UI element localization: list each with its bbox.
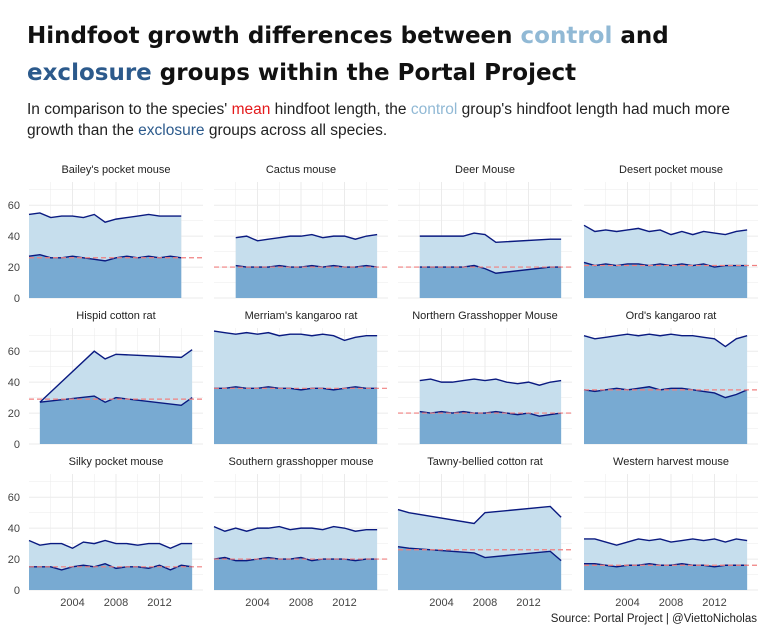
exclosure-area [419,411,562,444]
y-tick-label: 20 [8,554,20,566]
subtitle-mean: mean [231,101,271,118]
y-tick-label: 60 [8,492,20,504]
facet-panel: Merriam's kangaroo rat [213,310,388,445]
control-line [419,232,562,244]
x-tick-label: 2008 [104,597,128,609]
facet-title: Ord's kangaroo rat [626,310,717,322]
facet-panel: Ord's kangaroo rat [583,310,758,445]
facet-title: Tawny-bellied cotton rat [427,456,543,468]
y-tick-label: 40 [8,231,20,243]
facet-title: Deer Mouse [455,164,515,176]
y-tick-label: 20 [8,408,20,420]
x-tick-label: 2004 [615,597,639,609]
subtitle-part2: hindfoot length, the [270,101,411,118]
facet-panel: Cactus mouse [214,164,388,299]
facet-title: Northern Grasshopper Mouse [412,310,558,322]
facet-panel: Silky pocket mouse 0 20 40 60 2004 2008 2012 [8,456,203,609]
exclosure-area [29,563,193,590]
exclosure-line [397,545,562,562]
exclosure-line [583,386,748,399]
exclosure-area [419,265,562,298]
exclosure-area [29,254,182,298]
facet-panel: Bailey's pocket mouse 0 20 40 60 [8,164,203,305]
exclosure-area [214,386,378,444]
exclosure-area [398,546,562,590]
control-line [39,349,193,403]
exclosure-line [419,410,562,417]
facet-panel: Desert pocket mouse [583,164,758,299]
title-part2: and [612,23,669,49]
exclosure-area [39,396,193,444]
x-tick-label: 2012 [147,597,171,609]
subtitle-part3: group's hindfoot length had much more gr… [27,101,731,139]
subtitle-part1: In comparison to the species' [27,101,232,118]
source-caption: Source: Portal Project | @ViettoNicholas [550,613,757,625]
exclosure-area [584,386,748,444]
y-tick-label: 60 [8,200,20,212]
y-tick-label: 0 [14,439,20,451]
exclosure-line [213,556,378,562]
x-tick-label: 2012 [702,597,726,609]
control-line [28,539,193,550]
x-tick-label: 2012 [332,597,356,609]
subtitle-part4: groups across all species. [204,122,388,139]
y-tick-label: 0 [14,293,20,305]
title-part3: groups within the Portal Project [151,60,577,86]
title-exclosure: exclosure [27,60,152,86]
control-line [419,378,562,386]
exclosure-area [584,262,748,298]
facet-panel: Western harvest mouse 2004 2008 2012 [584,456,758,609]
facet-title: Bailey's pocket mouse [61,164,170,176]
facet-panel: Tawny-bellied cotton rat 2004 2008 2012 [397,456,572,609]
title-control: control [520,23,613,49]
facet-panel: Hispid cotton rat 0 20 40 60 [8,310,203,451]
x-tick-label: 2004 [429,597,453,609]
y-tick-label: 0 [14,585,20,597]
facet-panel: Deer Mouse [398,164,572,299]
exclosure-area [214,557,378,590]
facet-title: Merriam's kangaroo rat [245,310,358,322]
facet-title: Desert pocket mouse [619,164,723,176]
control-line [397,505,562,525]
facet-title: Cactus mouse [266,164,336,176]
control-line [213,525,378,532]
y-tick-label: 40 [8,523,20,535]
control-line [213,330,378,342]
x-tick-label: 2008 [473,597,497,609]
y-tick-label: 20 [8,262,20,274]
x-tick-label: 2008 [659,597,683,609]
x-tick-label: 2012 [516,597,540,609]
exclosure-line [29,562,193,571]
facet-panel: Northern Grasshopper Mouse [398,310,572,445]
facet-panel: Southern grasshopper mouse 2004 2008 2012 [213,456,388,609]
chart-title: Hindfoot growth differences between cont… [27,18,762,92]
y-tick-label: 60 [8,346,20,358]
control-line [235,233,378,242]
subtitle-exclosure: exclosure [138,122,205,139]
control-line [583,224,748,236]
facet-title: Silky pocket mouse [69,456,164,468]
exclosure-line [39,395,193,407]
chart-subtitle: In comparison to the species' mean hindf… [27,99,767,141]
facet-title: Southern grasshopper mouse [229,456,374,468]
exclosure-line [583,261,748,268]
facet-title: Western harvest mouse [613,456,729,468]
x-tick-label: 2004 [60,597,84,609]
exclosure-line [214,386,378,391]
subtitle-control: control [410,101,458,118]
y-tick-label: 40 [8,377,20,389]
exclosure-area [584,563,748,590]
facet-title: Hispid cotton rat [76,310,155,322]
control-line [28,212,182,223]
control-line [583,333,748,348]
control-line [584,538,748,546]
title-part1: Hindfoot growth differences between [27,23,521,49]
exclosure-area [235,265,378,298]
x-tick-label: 2008 [289,597,313,609]
x-tick-label: 2004 [245,597,269,609]
